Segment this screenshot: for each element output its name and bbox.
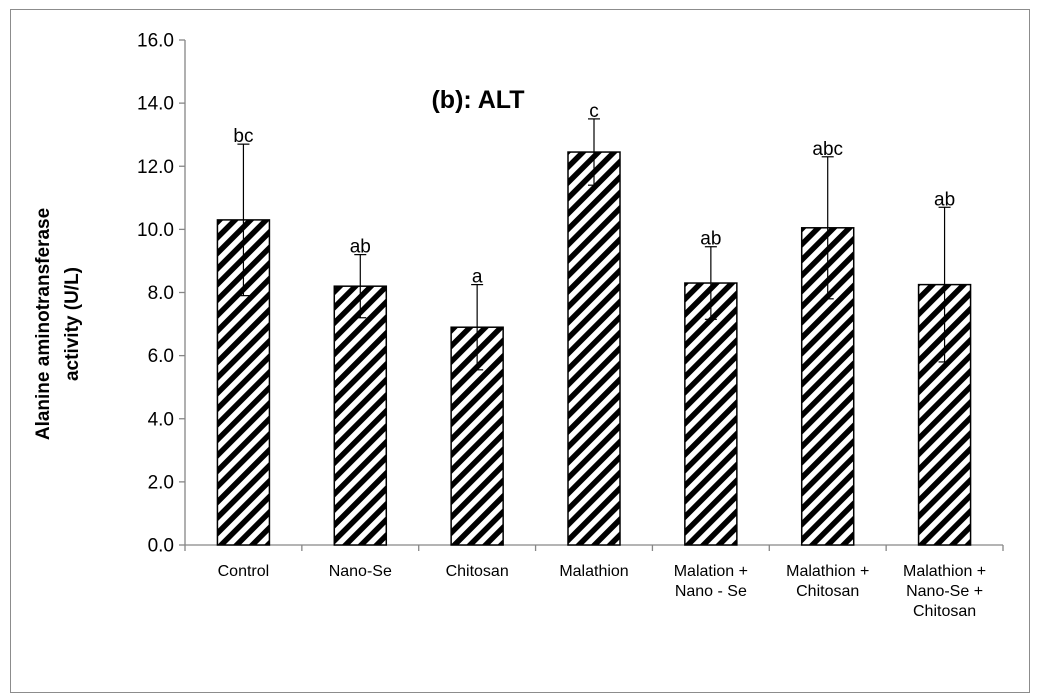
category-label-line: Malation + xyxy=(674,563,748,580)
y-axis-label-line-1: Alanine aminotransferase xyxy=(33,208,54,440)
significance-label: bc xyxy=(233,126,253,147)
category-label-line: Malathion + xyxy=(903,563,986,580)
category-label: Malathion xyxy=(559,563,628,580)
category-label-line: Malathion xyxy=(559,563,628,580)
y-tick-label: 10.0 xyxy=(137,220,174,241)
category-labels: Control Nano-Se Chitosan Malathion Malation … xyxy=(218,563,987,620)
y-tick-label: 6.0 xyxy=(148,346,174,367)
category-label-line: Chitosan xyxy=(796,583,859,600)
y-tick-label: 8.0 xyxy=(148,283,174,304)
category-label-line: Nano-Se xyxy=(329,563,392,580)
axes: 0.0 2.0 4.0 6.0 8.0 10.0 12.0 14.0 16.0 xyxy=(137,31,1004,557)
category-label-line: Nano - Se xyxy=(675,583,747,600)
category-label: Nano-Se xyxy=(329,563,392,580)
y-tick-label: 2.0 xyxy=(148,472,174,493)
bar xyxy=(917,283,972,546)
category-label-line: Chitosan xyxy=(913,603,976,620)
category-label: Control xyxy=(218,563,270,580)
y-tick-label: 14.0 xyxy=(137,94,174,115)
significance-label: c xyxy=(589,101,599,122)
significance-label: abc xyxy=(812,139,843,160)
y-tick-label: 16.0 xyxy=(137,31,174,52)
y-tick-label: 4.0 xyxy=(148,409,174,430)
bar xyxy=(684,282,738,546)
category-label: Malathion + Chitosan xyxy=(786,563,869,600)
category-label-line: Control xyxy=(218,563,270,580)
y-tick-label: 0.0 xyxy=(148,536,174,557)
category-label-line: Chitosan xyxy=(446,563,509,580)
category-label-line: Nano-Se + xyxy=(906,583,983,600)
significance-label: ab xyxy=(700,229,721,250)
chart-title: (b): ALT xyxy=(431,86,524,114)
chart-frame xyxy=(10,9,1030,693)
category-label: Malation + Nano - Se xyxy=(674,563,748,600)
bar xyxy=(333,285,388,546)
bars: bc ab a c ab abc ab xyxy=(216,101,972,546)
bar xyxy=(567,151,621,546)
category-label: Malathion + Nano-Se + Chitosan xyxy=(903,563,986,620)
category-label: Chitosan xyxy=(446,563,509,580)
significance-label: a xyxy=(472,267,483,288)
category-label-line: Malathion + xyxy=(786,563,869,580)
significance-label: ab xyxy=(934,189,955,210)
significance-label: ab xyxy=(350,237,371,258)
y-tick-label: 12.0 xyxy=(137,157,174,178)
y-axis-label-line-2: activity (U/L) xyxy=(62,267,83,381)
